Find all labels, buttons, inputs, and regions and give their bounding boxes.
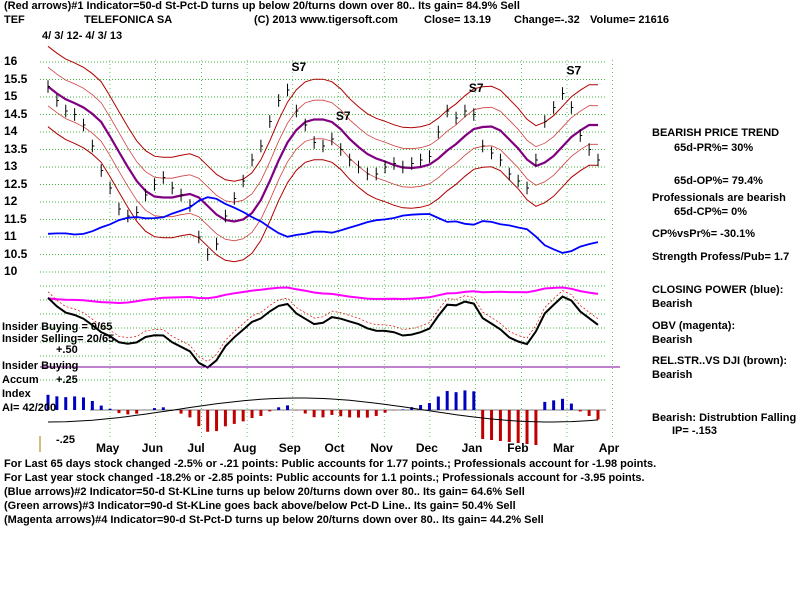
ai-label: AI= 42/200	[2, 402, 57, 414]
relstr-status: Bearish	[652, 369, 693, 381]
obv-label: OBV (magenta):	[652, 320, 736, 332]
insider-buying-label: Insider Buying = 0/65	[2, 321, 113, 333]
professionals-text: Professionals are bearish	[652, 192, 786, 204]
y-tick-label: 11	[4, 229, 17, 243]
lower-band-line	[47, 126, 598, 263]
x-tick-label: Nov	[370, 441, 393, 455]
copyright-text: (C) 2013 www.tigersoft.com	[254, 14, 398, 26]
y-tick-label: 11.5	[4, 211, 27, 226]
close-value: Close= 13.19	[424, 14, 491, 26]
closing-power-status: Bearish	[652, 298, 693, 310]
minus-25-label: -.25	[56, 434, 75, 446]
signal-label: S7	[336, 109, 351, 123]
index-label: Index	[2, 388, 31, 400]
plus-50-label: +.50	[56, 344, 78, 356]
x-tick-label: Dec	[415, 441, 438, 455]
x-tick-label: Jun	[141, 441, 164, 455]
x-tick-label: Aug	[233, 441, 257, 455]
relstr-label: REL.STR..VS DJI (brown):	[652, 355, 788, 367]
rel-strength-ma-line	[47, 290, 599, 362]
upper-band-line	[47, 45, 598, 182]
x-tick-label: Jan	[461, 441, 483, 455]
footer-last-year: For Last year stock changed -18.2% or -2…	[4, 472, 645, 484]
signal-label: S7	[292, 60, 307, 74]
y-tick-label: 15	[4, 89, 18, 103]
y-tick-label: 10.5	[4, 246, 28, 261]
change-value: Change=-.32	[514, 14, 580, 26]
volume-value: Volume= 21616	[590, 14, 669, 26]
obv-status: Bearish	[652, 334, 693, 346]
op-value: 65d-OP%= 79.4%	[674, 175, 763, 187]
closing-power-label: CLOSING POWER (blue):	[652, 284, 784, 296]
y-tick-label: 15.5	[4, 71, 28, 86]
x-tick-label: May	[96, 441, 120, 455]
accum-ma-line	[47, 397, 599, 423]
signal-label: S7	[567, 63, 582, 77]
blue-arrows-description: (Blue arrows)#2 Indicator=50-d St-KLine …	[4, 486, 525, 498]
strength-value: Strength Profess/Pub= 1.7	[652, 251, 790, 263]
cp-vs-pr-value: CP%vsPr%= -30.1%	[652, 228, 756, 240]
moving-average-line	[47, 85, 598, 223]
accum-label: Accum	[2, 374, 39, 386]
ip-value: IP= -.153	[672, 425, 717, 437]
pr-value: 65d-PR%= 30%	[674, 142, 754, 154]
x-tick-label: Sep	[278, 441, 301, 455]
trend-label: BEARISH PRICE TREND	[652, 127, 780, 139]
y-tick-label: 12	[4, 194, 18, 208]
footer-65-day: For Last 65 days stock changed -2.5% or …	[4, 458, 657, 470]
insider-selling-label: Insider Selling= 20/65	[2, 333, 115, 345]
ticker-symbol: TEF	[4, 14, 25, 26]
magenta-arrows-description: (Magenta arrows)#4 Indicator=90-d St-Pct…	[4, 514, 544, 526]
x-tick-label: Mar	[553, 441, 575, 455]
y-tick-label: 14	[4, 124, 18, 138]
y-tick-label: 13.5	[4, 141, 28, 156]
inner-lower-band-line	[47, 105, 598, 242]
y-tick-label: 13	[4, 159, 18, 173]
signal-label: S7	[469, 81, 484, 95]
x-tick-label: Feb	[507, 441, 529, 455]
plus-25-label: +.25	[56, 374, 78, 386]
x-tick-label: Oct	[324, 441, 345, 455]
insider-buying-line-label: Insider Buying	[2, 360, 79, 372]
closing-power-line	[47, 196, 599, 254]
cp-value: 65d-CP%= 0%	[674, 206, 748, 218]
x-tick-label: Apr	[598, 441, 620, 455]
y-tick-label: 14.5	[4, 106, 28, 121]
indicator-1-description: (Red arrows)#1 Indicator=50-d St-Pct-D t…	[4, 0, 520, 12]
distribution-label: Bearish: Distrubtion Falling	[652, 412, 797, 424]
inner-upper-band-line	[47, 66, 598, 203]
green-arrows-description: (Green arrows)#3 Indicator=90-d St-KLine…	[4, 500, 516, 512]
x-tick-label: Jul	[187, 441, 205, 455]
y-tick-label: 10	[4, 264, 18, 278]
date-range: 4/ 3/ 12- 4/ 3/ 13	[42, 30, 123, 42]
rel-strength-line	[47, 295, 599, 369]
y-tick-label: 12.5	[4, 176, 28, 191]
company-name: TELEFONICA SA	[84, 14, 173, 26]
obv-line	[47, 286, 599, 305]
y-tick-label: 16	[4, 54, 18, 68]
